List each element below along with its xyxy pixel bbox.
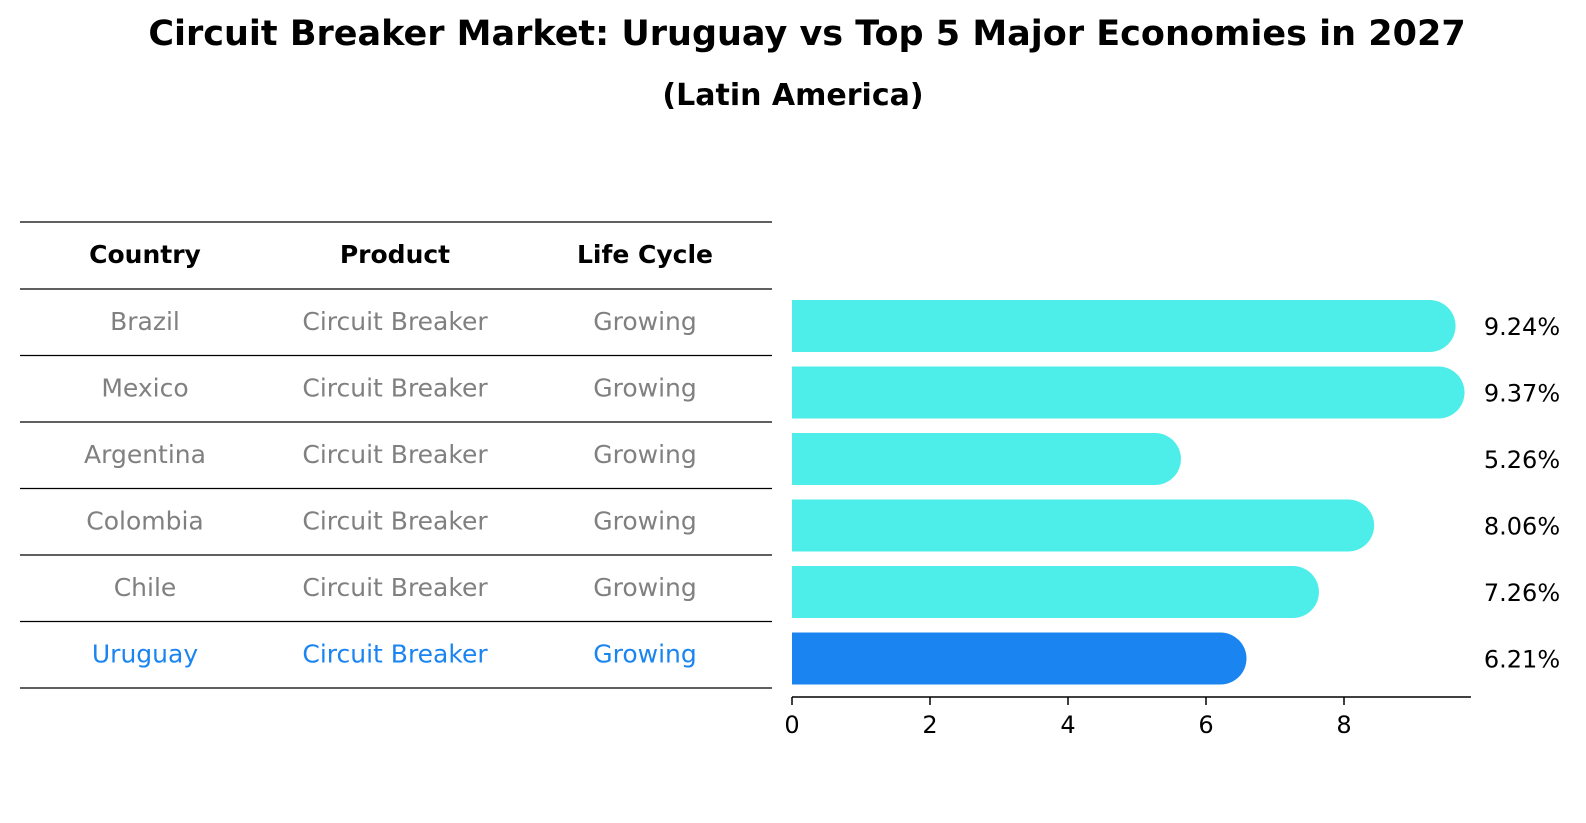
table-cell: Circuit Breaker — [302, 440, 488, 469]
bar-chile — [792, 566, 1319, 618]
table-cell: Circuit Breaker — [302, 374, 488, 403]
data-label: 7.26% — [1484, 579, 1560, 607]
table-header: Product — [340, 240, 450, 269]
x-tick-label: 4 — [1060, 711, 1075, 739]
bar-brazil — [792, 300, 1456, 352]
x-tick-label: 0 — [784, 711, 799, 739]
table-header: Country — [89, 240, 201, 269]
data-label: 9.37% — [1484, 380, 1560, 408]
x-tick-label: 8 — [1336, 711, 1351, 739]
data-label: 5.26% — [1484, 446, 1560, 474]
data-table: Country Product Life Cycle Brazil Circuit Br… — [20, 221, 772, 689]
table-cell: Circuit Breaker — [302, 307, 488, 336]
bar-argentina — [792, 433, 1181, 485]
table-cell: Growing — [593, 440, 697, 469]
table-header: Life Cycle — [577, 240, 713, 269]
x-tick-label: 6 — [1198, 711, 1213, 739]
table-cell: Argentina — [84, 440, 206, 469]
table-cell: Chile — [114, 573, 177, 602]
table-cell: Colombia — [86, 507, 203, 536]
table-cell: Growing — [593, 374, 697, 403]
bar-uruguay — [792, 632, 1247, 685]
table-cell: Mexico — [101, 374, 188, 403]
data-label: 6.21% — [1484, 646, 1560, 674]
table-cell: Circuit Breaker — [302, 573, 488, 602]
table-cell: Growing — [593, 640, 697, 669]
chart-title: Circuit Breaker Market: Uruguay vs Top 5… — [148, 14, 1466, 54]
table-cell: Brazil — [110, 307, 180, 336]
table-cell: Growing — [593, 507, 697, 536]
table-cell: Circuit Breaker — [302, 640, 488, 669]
table-cell: Uruguay — [92, 640, 198, 669]
data-label: 8.06% — [1484, 513, 1560, 541]
table-cell: Circuit Breaker — [302, 507, 488, 536]
bar-mexico — [792, 366, 1465, 419]
x-tick-label: 2 — [922, 711, 937, 739]
table-cell: Growing — [593, 307, 697, 336]
data-label: 9.24% — [1484, 313, 1560, 341]
chart-subtitle: (Latin America) — [662, 78, 924, 113]
bar-chart: 9.24% 9.37% 5.26% 8.06% 7.26% 6.21% 0 2 4 6 8 — [784, 300, 1560, 739]
bar-colombia — [792, 499, 1375, 552]
table-cell: Growing — [593, 573, 697, 602]
